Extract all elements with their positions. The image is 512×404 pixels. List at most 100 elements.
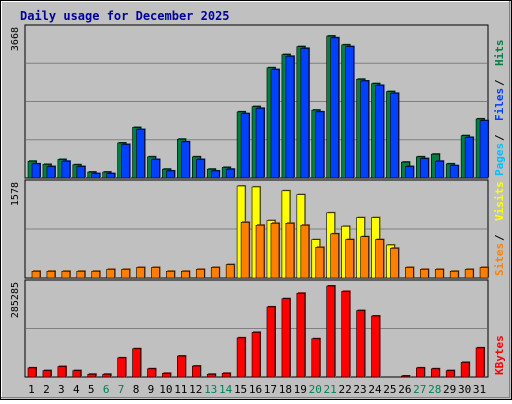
x-tick-label-31: 31 — [473, 383, 486, 396]
bar-files-day-26 — [405, 166, 414, 179]
x-tick-label-19: 19 — [294, 383, 307, 396]
bar-files-day-7 — [121, 144, 130, 179]
legend-kbytes: KBytes — [493, 335, 506, 375]
bar-sites-day-19 — [300, 224, 310, 279]
bar-sites-day-30 — [464, 269, 474, 279]
bar-sites-day-3 — [61, 270, 71, 279]
bar-kbytes-day-30 — [460, 362, 470, 378]
x-tick-label-29: 29 — [443, 383, 456, 396]
bar-files-day-23 — [360, 80, 369, 179]
bar-files-day-24 — [375, 85, 384, 179]
legend-hits: Hits — [493, 40, 506, 67]
bar-files-day-25 — [390, 93, 399, 179]
x-tick-label-1: 1 — [28, 383, 35, 396]
bar-files-day-17 — [270, 69, 280, 179]
bar-kbytes-day-18 — [281, 298, 291, 378]
x-tick-label-8: 8 — [133, 383, 140, 396]
bar-files-day-6 — [106, 173, 115, 179]
bar-sites-day-27 — [420, 269, 429, 279]
bar-files-day-15 — [240, 113, 250, 179]
legend-visits: Visits — [493, 181, 506, 221]
x-tick-label-11: 11 — [174, 383, 187, 396]
bar-kbytes-day-11 — [177, 355, 186, 378]
bar-kbytes-day-27 — [416, 367, 425, 378]
bar-files-day-3 — [61, 160, 71, 179]
bar-sites-day-29 — [449, 270, 459, 279]
bar-files-day-9 — [151, 159, 160, 179]
bar-kbytes-day-17 — [266, 306, 276, 378]
bar-sites-day-4 — [76, 270, 86, 279]
x-tick-label-10: 10 — [159, 383, 172, 396]
bar-kbytes-day-20 — [311, 338, 321, 378]
bar-sites-day-1 — [31, 270, 41, 279]
bar-files-day-10 — [166, 170, 175, 179]
x-tick-label-13: 13 — [204, 383, 217, 396]
bar-shadow — [402, 375, 411, 376]
x-tick-label-9: 9 — [148, 383, 155, 396]
bar-kbytes-day-14 — [221, 373, 231, 378]
bar-kbytes-day-10 — [162, 373, 171, 378]
x-tick-label-23: 23 — [353, 383, 366, 396]
bar-files-day-5 — [91, 173, 101, 179]
bar-sites-day-11 — [181, 270, 190, 279]
x-tick-label-25: 25 — [383, 383, 396, 396]
x-tick-label-14: 14 — [219, 383, 233, 396]
bar-kbytes-day-26 — [401, 375, 410, 378]
y-max-label: 1578 — [10, 182, 21, 206]
bar-sites-day-17 — [270, 223, 280, 279]
x-tick-label-20: 20 — [309, 383, 322, 396]
bar-kbytes-day-21 — [326, 285, 336, 378]
x-tick-label-21: 21 — [324, 383, 337, 396]
x-tick-label-6: 6 — [103, 383, 110, 396]
bar-sites-day-25 — [390, 247, 399, 279]
bar-kbytes-day-28 — [430, 368, 440, 378]
x-tick-label-15: 15 — [234, 383, 247, 396]
bar-sites-day-16 — [255, 224, 265, 279]
bar-files-day-30 — [464, 137, 474, 179]
y-max-label: 285285 — [10, 282, 21, 318]
bar-kbytes-day-22 — [341, 291, 350, 378]
x-tick-label-5: 5 — [88, 383, 95, 396]
x-tick-label-16: 16 — [249, 383, 262, 396]
bar-files-day-18 — [285, 56, 295, 179]
bar-files-day-19 — [300, 48, 310, 179]
bar-sites-day-5 — [91, 270, 101, 279]
bar-sites-day-2 — [46, 270, 56, 279]
x-tick-label-24: 24 — [368, 383, 382, 396]
bar-kbytes-day-4 — [72, 370, 82, 378]
x-tick-label-12: 12 — [189, 383, 202, 396]
bar-files-day-1 — [31, 163, 41, 179]
bar-files-day-13 — [210, 170, 220, 179]
x-tick-label-30: 30 — [458, 383, 471, 396]
x-tick-label-18: 18 — [279, 383, 292, 396]
bar-kbytes-day-5 — [87, 373, 97, 378]
bar-kbytes-day-13 — [206, 373, 216, 378]
bar-kbytes-day-9 — [147, 368, 156, 378]
bar-sites-day-6 — [106, 269, 115, 279]
bar-kbytes-day-6 — [102, 373, 111, 378]
bar-sites-day-24 — [375, 239, 384, 279]
bar-files-day-31 — [479, 120, 489, 179]
bar-files-day-16 — [255, 108, 265, 179]
bar-sites-day-26 — [405, 267, 414, 279]
bar-sites-day-14 — [225, 264, 235, 279]
bar-sites-day-31 — [479, 267, 489, 279]
bar-kbytes-day-24 — [371, 315, 380, 378]
bar-files-day-21 — [330, 37, 340, 179]
bar-kbytes-day-31 — [475, 347, 485, 378]
x-tick-label-26: 26 — [398, 383, 411, 396]
bar-sites-day-13 — [210, 267, 220, 279]
bar-files-day-8 — [136, 129, 145, 179]
bar-kbytes-day-23 — [356, 310, 365, 378]
legend-files: Files — [493, 88, 506, 121]
bar-kbytes-day-3 — [57, 366, 67, 378]
legend-separator: / — [493, 234, 506, 241]
bar-kbytes-day-15 — [236, 337, 246, 378]
legend-separator: / — [493, 79, 506, 86]
bar-sites-day-7 — [121, 269, 130, 279]
bar-sites-day-18 — [285, 223, 295, 279]
bar-files-day-12 — [195, 159, 205, 179]
